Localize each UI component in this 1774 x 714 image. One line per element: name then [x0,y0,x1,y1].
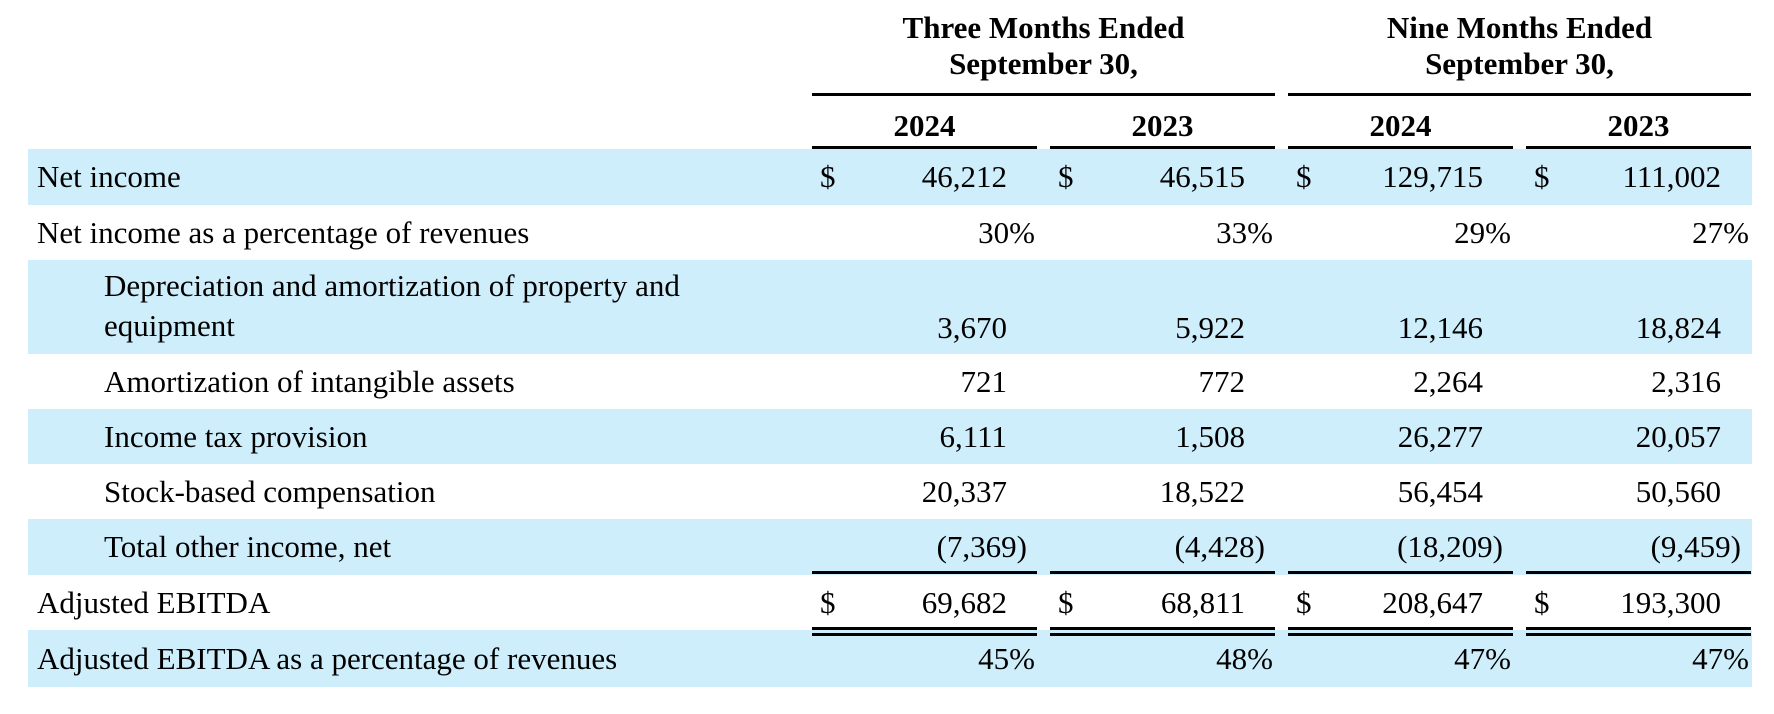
total-double-rule [1288,627,1513,630]
table-cell-value: 30% [978,214,1035,250]
table-cell-value: 1,508 [1175,418,1245,454]
year-underline [1050,146,1275,150]
table-cell-value: 20,057 [1635,418,1721,454]
currency-symbol: $ [820,159,836,194]
table-row-band [28,409,1752,464]
table-cell-value: 5,922 [1175,310,1245,345]
subtotal-rule [812,571,1037,574]
row-label-line: Adjusted EBITDA [37,584,271,620]
row-label-line: Net income [37,159,181,194]
row-label: Net income [37,157,181,197]
table-cell-value: 12,146 [1397,310,1483,345]
currency-symbol: $ [1058,584,1074,620]
row-label: Amortization of intangible assets [104,362,515,402]
year-header: 2023 [1131,108,1194,143]
row-label: Total other income, net [104,527,391,567]
total-double-rule [1288,633,1513,636]
table-cell-value: 69,682 [921,584,1007,620]
total-double-rule [812,627,1037,630]
row-label-line: Net income as a percentage of revenues [37,214,530,250]
currency-symbol: $ [1534,159,1550,194]
row-label-line: Amortization of intangible assets [104,363,515,399]
row-label: Income tax provision [104,417,367,457]
currency-symbol: $ [820,584,836,620]
table-cell-value: 46,515 [1159,159,1245,194]
table-cell-value: 50,560 [1635,473,1721,509]
currency-symbol: $ [1058,159,1074,194]
table-cell-value: 56,454 [1397,473,1483,509]
table-cell-value: 26,277 [1397,418,1483,454]
year-underline [1526,146,1751,150]
period-underline [812,93,1275,96]
row-label-line: Stock-based compensation [104,473,436,509]
table-cell-value: 2,316 [1651,363,1721,399]
table-cell-value: 208,647 [1382,584,1483,620]
table-cell-value: 33% [1216,214,1273,250]
table-cell-value: 6,111 [939,418,1007,454]
table-cell-value: 20,337 [921,473,1007,509]
total-double-rule [1050,627,1275,630]
row-label: Adjusted EBITDA as a percentage of reven… [37,639,617,679]
year-header: 2023 [1607,108,1670,143]
period-underline [1288,93,1751,96]
subtotal-rule [1288,571,1513,574]
table-cell-value: (18,209) [1397,529,1503,564]
table-cell-value: 18,824 [1635,310,1721,345]
table-cell-value: 47% [1454,640,1511,676]
table-cell-value: 29% [1454,214,1511,250]
period-header-line: Nine Months Ended [1386,10,1653,45]
period-header-line: September 30, [1425,46,1614,81]
total-double-rule [1526,633,1751,636]
period-header: Three Months Ended September 30, [812,10,1275,82]
currency-symbol: $ [1534,584,1550,620]
table-cell-value: (7,369) [936,529,1027,564]
table-cell-value: (4,428) [1174,529,1265,564]
period-header-line: September 30, [949,46,1138,81]
table-row-band [28,519,1752,575]
table-cell-value: 193,300 [1620,584,1721,620]
year-underline [812,146,1037,150]
row-label-line: Depreciation and amortization of propert… [104,268,680,303]
total-double-rule [1526,627,1751,630]
row-label-line: Adjusted EBITDA as a percentage of reven… [37,640,618,676]
subtotal-rule [1526,571,1751,574]
row-label: Net income as a percentage of revenues [37,213,529,253]
table-cell-value: 45% [978,640,1035,676]
total-double-rule [1050,633,1275,636]
row-label: Stock-based compensation [104,472,435,512]
table-cell-value: 111,002 [1622,159,1721,194]
currency-symbol: $ [1296,584,1312,620]
table-cell-value: 18,522 [1159,473,1245,509]
table-cell-value: 3,670 [937,310,1007,345]
year-underline [1288,146,1513,150]
year-header: 2024 [1369,108,1432,143]
total-double-rule [812,633,1037,636]
table-row-band [28,260,1752,354]
table-cell-value: 48% [1216,640,1273,676]
table-cell-value: 129,715 [1382,159,1483,194]
table-row-band [28,149,1752,205]
table-cell-value: 772 [1198,363,1246,399]
table-cell-value: 46,212 [921,159,1007,194]
row-label-line: Income tax provision [104,418,368,454]
table-cell-value: 2,264 [1413,363,1483,399]
table-cell-value: 68,811 [1160,584,1245,620]
table-cell-value: (9,459) [1650,529,1741,564]
row-label: Depreciation and amortization of propert… [104,266,680,346]
table-cell-value: 721 [960,363,1008,399]
table-row-band [28,630,1752,687]
subtotal-rule [1050,571,1275,574]
period-header-line: Three Months Ended [902,10,1185,45]
period-header: Nine Months Ended September 30, [1288,10,1751,82]
year-header: 2024 [893,108,956,143]
currency-symbol: $ [1296,159,1312,194]
row-label-line: Total other income, net [104,529,392,564]
table-cell-value: 27% [1692,214,1749,250]
row-label: Adjusted EBITDA [37,583,270,623]
row-label-line: equipment [104,308,235,343]
table-cell-value: 47% [1692,640,1749,676]
